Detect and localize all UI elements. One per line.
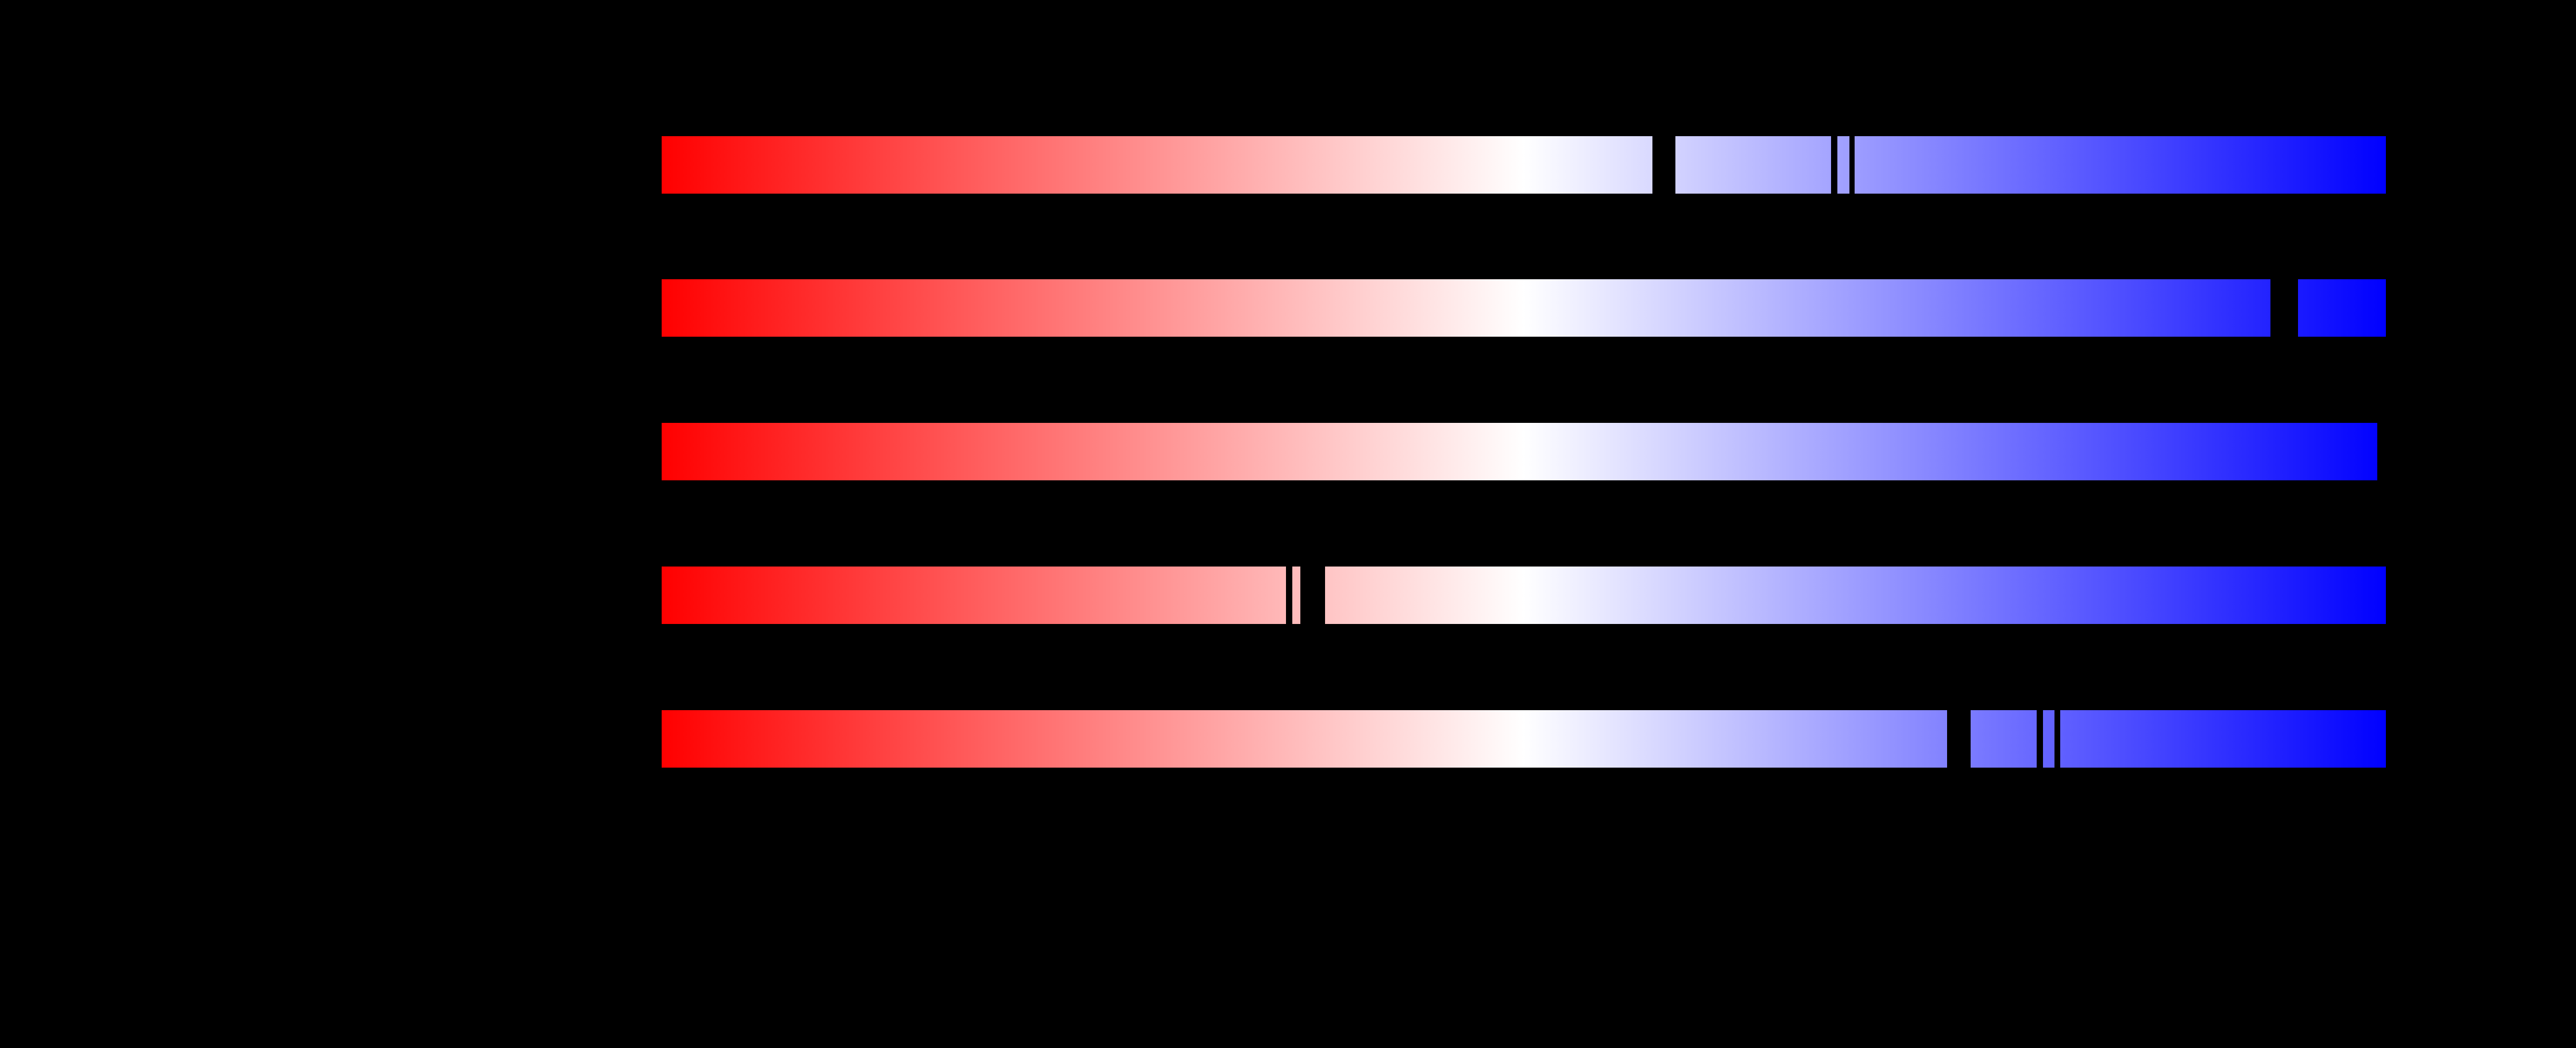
gradient-bar-segment xyxy=(1675,136,1831,194)
gradient-bar-row-3 xyxy=(662,423,2386,480)
gradient-bar-segment xyxy=(2043,710,2054,768)
gradient-bar-row-2 xyxy=(662,279,2386,337)
gradient-bar-segment xyxy=(1325,567,2386,624)
gradient-bar-segment xyxy=(1292,567,1300,624)
gradient-bar-segment xyxy=(662,423,2377,480)
gradient-bar-segment xyxy=(662,710,1947,768)
gradient-bar-segment xyxy=(2298,279,2386,337)
gradient-bar-row-1 xyxy=(662,136,2386,194)
gradient-bar-segment xyxy=(1855,136,2386,194)
gradient-bar-segment xyxy=(662,279,2270,337)
gradient-bar-row-5 xyxy=(662,710,2386,768)
gradient-bar-row-4 xyxy=(662,567,2386,624)
gradient-bar-segment xyxy=(662,567,1286,624)
gradient-bar-segment xyxy=(2060,710,2386,768)
gradient-bar-segment xyxy=(1971,710,2037,768)
gradient-bar-segment xyxy=(662,136,1652,194)
gradient-bar-segment xyxy=(1837,136,1849,194)
